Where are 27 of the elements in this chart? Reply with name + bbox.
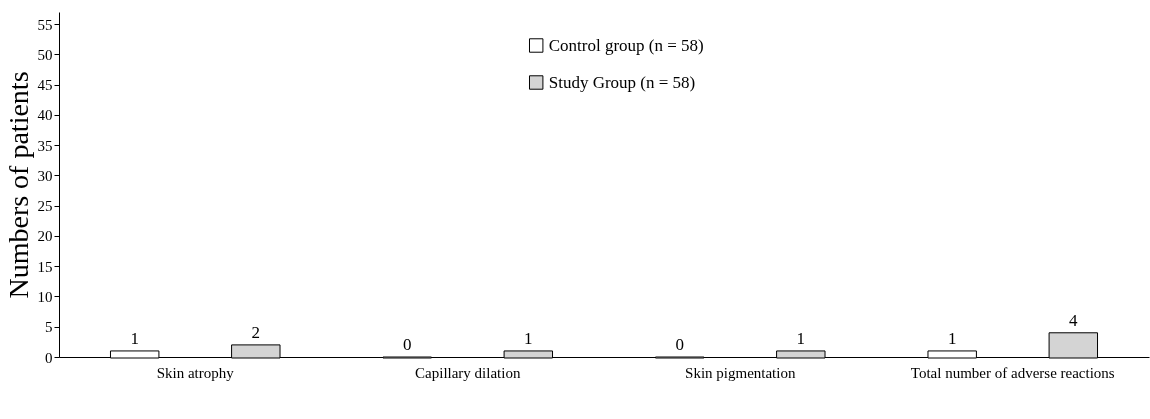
data-label: 1 bbox=[130, 328, 139, 348]
y-tick-label: 50 bbox=[37, 46, 53, 63]
y-tick-label: 20 bbox=[37, 228, 53, 245]
y-tick-label: 55 bbox=[37, 16, 53, 33]
data-label: 1 bbox=[947, 328, 957, 348]
y-tick-label: 45 bbox=[37, 77, 53, 94]
y-tick-label: 15 bbox=[37, 258, 53, 275]
data-label: 0 bbox=[675, 335, 684, 354]
data-label: 1 bbox=[796, 328, 806, 348]
data-label: 0 bbox=[402, 335, 412, 354]
x-tick-label: Total number of adverse reactions bbox=[910, 364, 1115, 381]
y-tick-label: 40 bbox=[37, 107, 53, 124]
y-tick-label: 35 bbox=[37, 137, 53, 154]
y-tick-label: 5 bbox=[45, 319, 53, 336]
y-tick-label: 25 bbox=[37, 198, 53, 215]
data-label: 4 bbox=[1069, 310, 1079, 330]
data-label: 2 bbox=[251, 322, 261, 342]
y-tick-label: 0 bbox=[45, 349, 53, 366]
y-tick-label: 30 bbox=[37, 167, 53, 184]
x-tick-label: Skin atrophy bbox=[156, 364, 235, 381]
y-tick-label: 10 bbox=[37, 288, 53, 305]
legend-label: Study Group (n = 58) bbox=[548, 72, 696, 92]
y-axis-title: Numbers of patients bbox=[2, 71, 34, 299]
data-label: 1 bbox=[524, 328, 533, 348]
x-tick-label: Capillary dilation bbox=[415, 364, 521, 381]
x-tick-label: Skin pigmentation bbox=[685, 364, 796, 381]
legend-label: Control group (n = 58) bbox=[548, 35, 704, 55]
